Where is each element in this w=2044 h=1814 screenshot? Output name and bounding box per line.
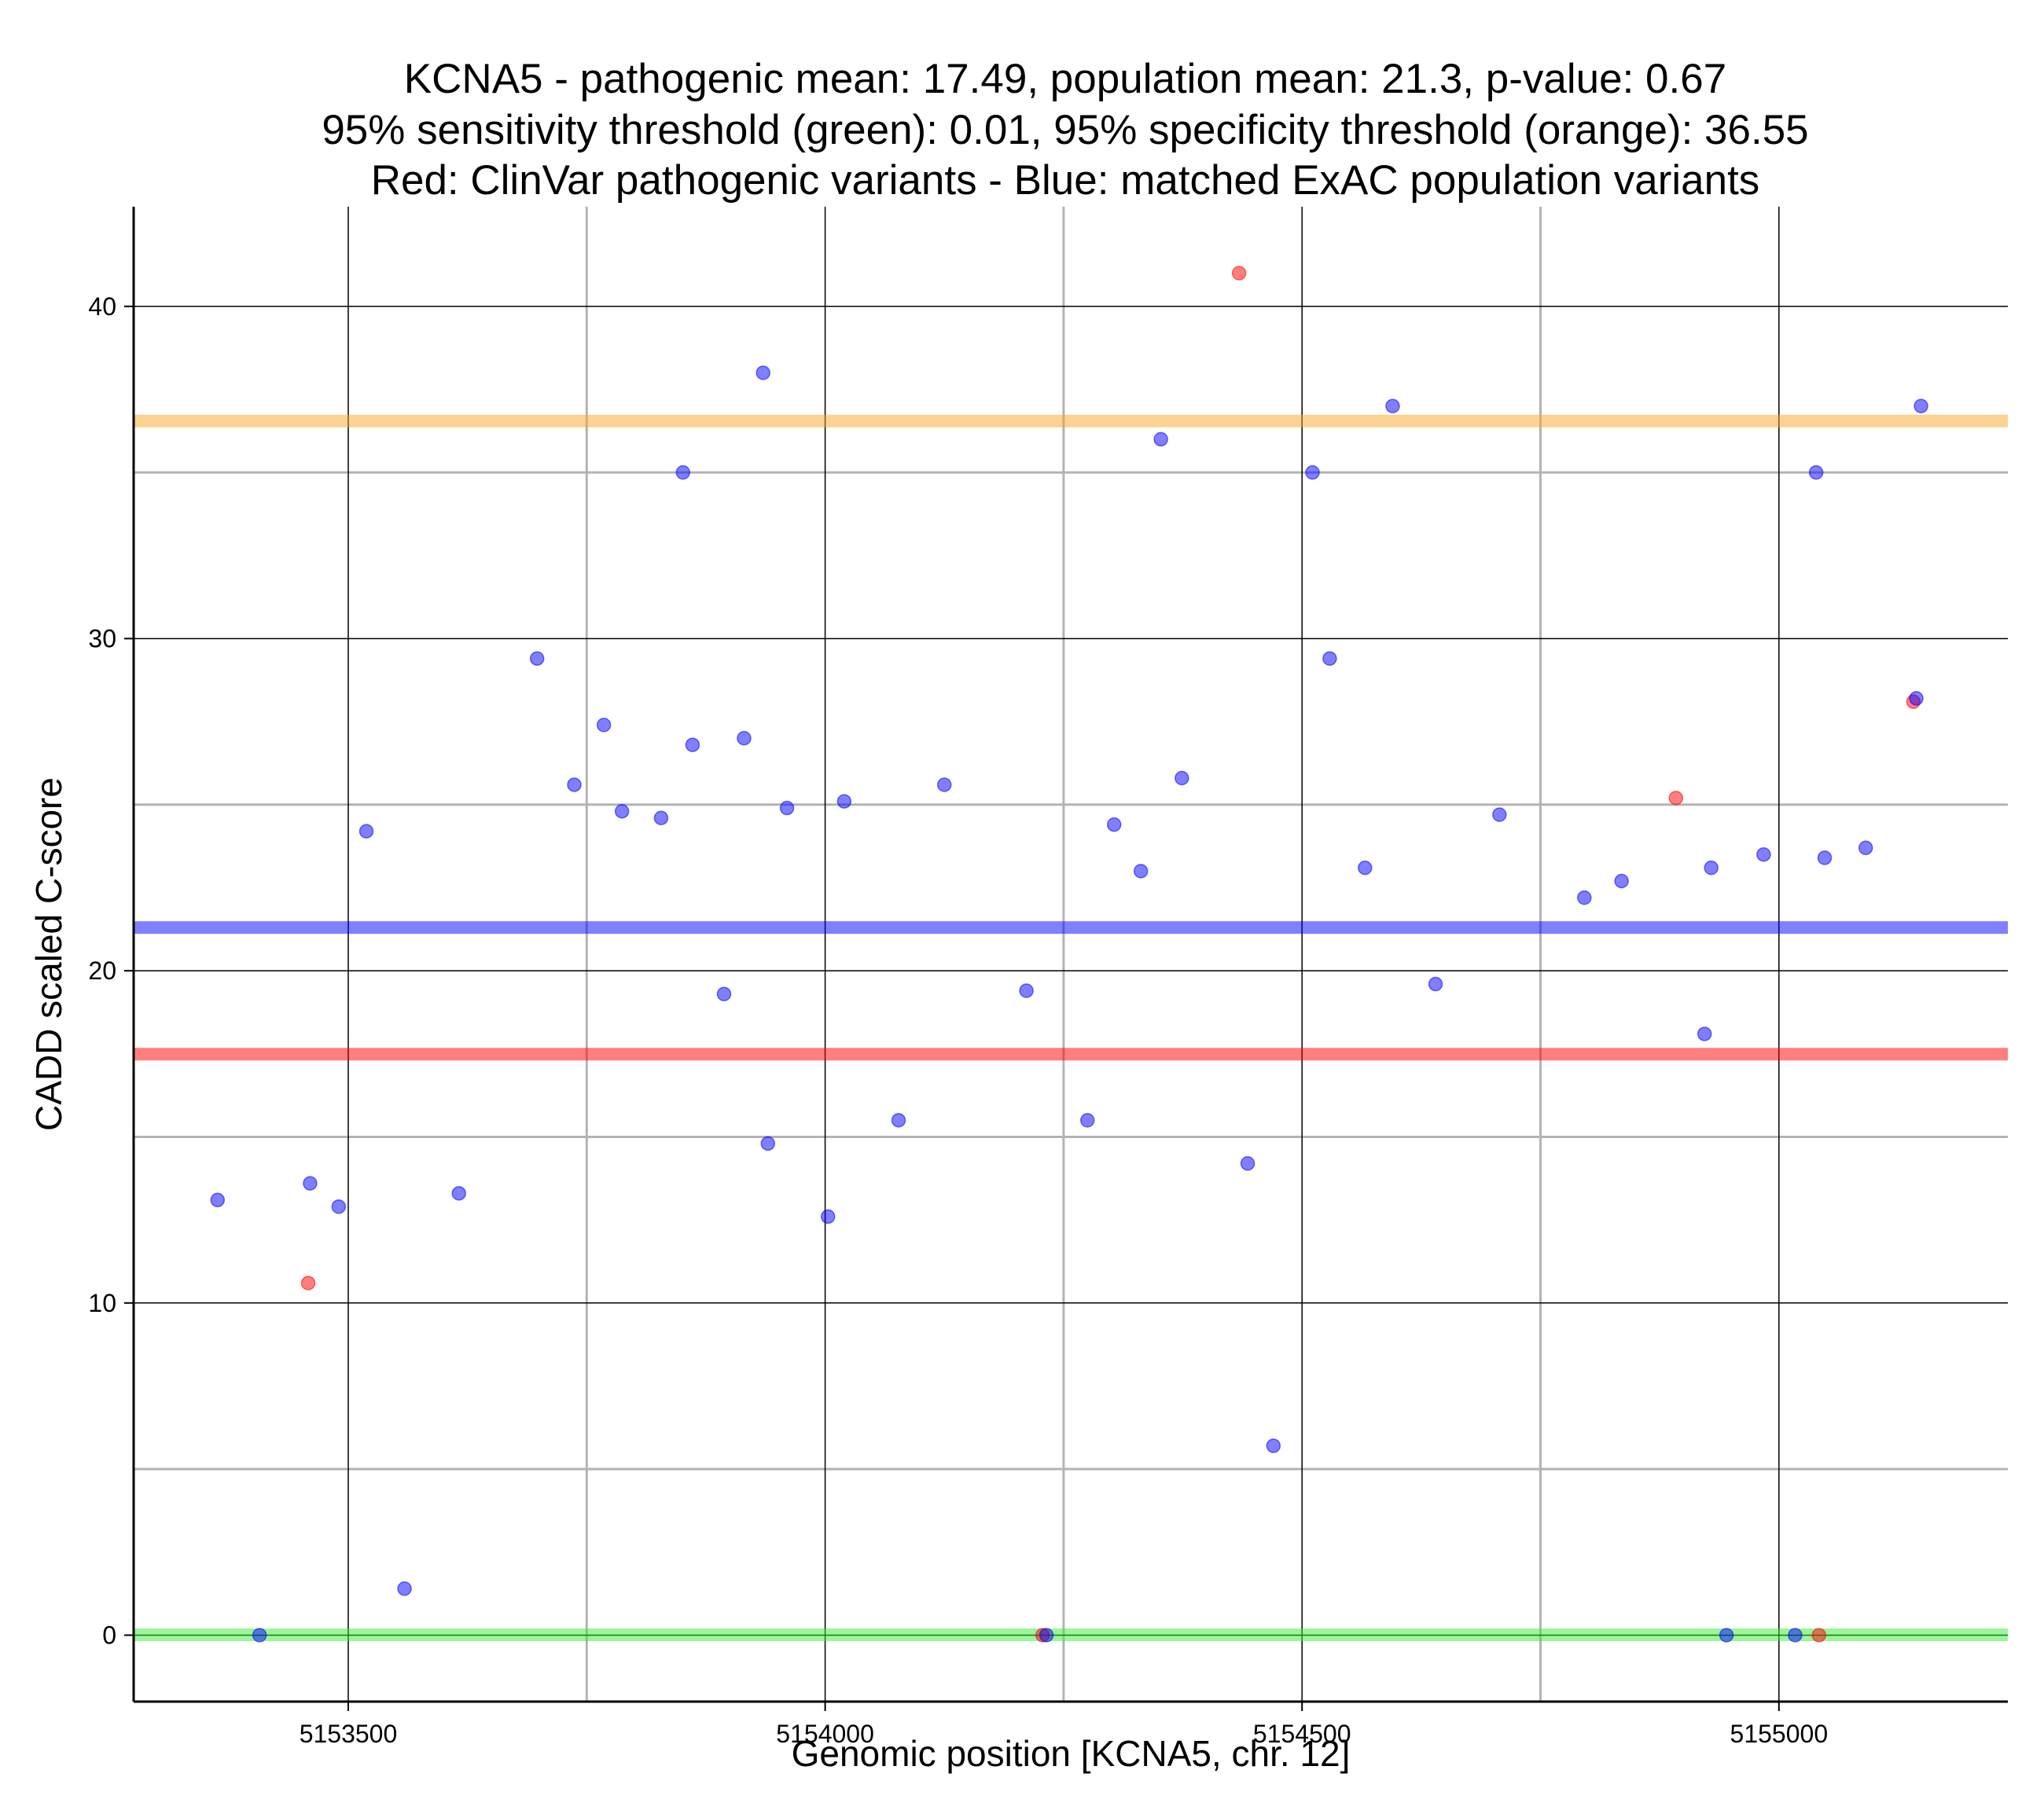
population-point <box>596 718 612 733</box>
population-point <box>1305 465 1320 480</box>
population-point <box>755 365 770 380</box>
pathogenic-point <box>1231 266 1247 281</box>
axes <box>132 207 2008 1703</box>
population-point <box>936 777 952 792</box>
population-point <box>303 1176 318 1191</box>
population-point <box>331 1199 347 1214</box>
population-point <box>891 1113 906 1128</box>
threshold-lines <box>134 414 2008 1642</box>
y-tick-label: 40 <box>88 292 116 321</box>
y-tick-label: 10 <box>88 1289 116 1317</box>
population-point <box>451 1186 466 1201</box>
y-ticks: 0 10 20 30 40 <box>88 292 134 1649</box>
data-points <box>210 266 1928 1643</box>
y-axis-label: CADD scaled C-score <box>28 777 69 1131</box>
population-point <box>1909 691 1924 706</box>
title-line-2: 95% sensitivity threshold (green): 0.01,… <box>322 107 1808 153</box>
population-point <box>1153 431 1168 447</box>
population-point <box>760 1136 776 1151</box>
x-axis-label: Genomic position [KCNA5, chr. 12] <box>792 1733 1351 1774</box>
population-point <box>1428 976 1443 992</box>
population-point <box>836 794 852 809</box>
population-point <box>653 810 669 825</box>
x-tick-label: 5154500 <box>1253 1720 1351 1748</box>
population-point <box>1808 465 1824 480</box>
population-point <box>1175 770 1189 786</box>
y-tick-label: 30 <box>88 624 116 652</box>
population-point <box>1039 1628 1054 1643</box>
population-point <box>1697 1026 1712 1041</box>
population-point <box>1358 860 1373 876</box>
population-point <box>1079 1113 1095 1128</box>
population-point <box>614 804 630 819</box>
population-point <box>1719 1628 1734 1643</box>
x-ticks: 5153500 5154000 5154500 5155000 <box>300 1702 1828 1748</box>
population-point <box>567 777 582 792</box>
population-point <box>1322 651 1337 666</box>
population-point <box>358 824 374 839</box>
population-point <box>1019 983 1034 998</box>
population-point <box>820 1209 836 1225</box>
population-point <box>1858 840 1873 855</box>
population-point <box>1788 1628 1803 1643</box>
population-point <box>1492 807 1507 822</box>
population-point <box>529 651 545 666</box>
title-line-3: Red: ClinVar pathogenic variants - Blue:… <box>371 157 1760 204</box>
population-point <box>1106 817 1122 832</box>
major-gridlines <box>134 207 2008 1702</box>
population-point <box>675 465 691 480</box>
population-point <box>397 1581 412 1596</box>
x-tick-label: 5155000 <box>1730 1720 1829 1748</box>
pathogenic-point <box>1668 791 1684 806</box>
y-tick-label: 0 <box>102 1621 116 1649</box>
population-point <box>685 737 700 752</box>
population-point <box>779 800 795 816</box>
title-line-1: KCNA5 - pathogenic mean: 17.49, populati… <box>404 56 1726 102</box>
pathogenic-point <box>1811 1628 1827 1643</box>
population-point <box>1913 398 1928 413</box>
population-point <box>716 986 732 1001</box>
population-point <box>1704 860 1719 876</box>
population-point <box>737 731 752 746</box>
population-point <box>1756 846 1771 862</box>
population-point <box>1385 398 1400 413</box>
x-tick-label: 5154000 <box>776 1720 874 1748</box>
population-point <box>252 1628 267 1643</box>
population-point <box>1614 873 1629 889</box>
population-point <box>1133 864 1149 879</box>
chart-title: KCNA5 - pathogenic mean: 17.49, populati… <box>322 56 1808 204</box>
population-point <box>210 1192 226 1208</box>
population-point <box>1266 1438 1281 1453</box>
population-point <box>1240 1156 1255 1171</box>
minor-gridlines <box>134 207 2008 1702</box>
y-tick-label: 20 <box>88 957 116 985</box>
pathogenic-point <box>300 1276 316 1291</box>
population-point <box>1817 850 1833 865</box>
population-point <box>1577 890 1592 905</box>
x-tick-label: 5153500 <box>300 1720 398 1748</box>
